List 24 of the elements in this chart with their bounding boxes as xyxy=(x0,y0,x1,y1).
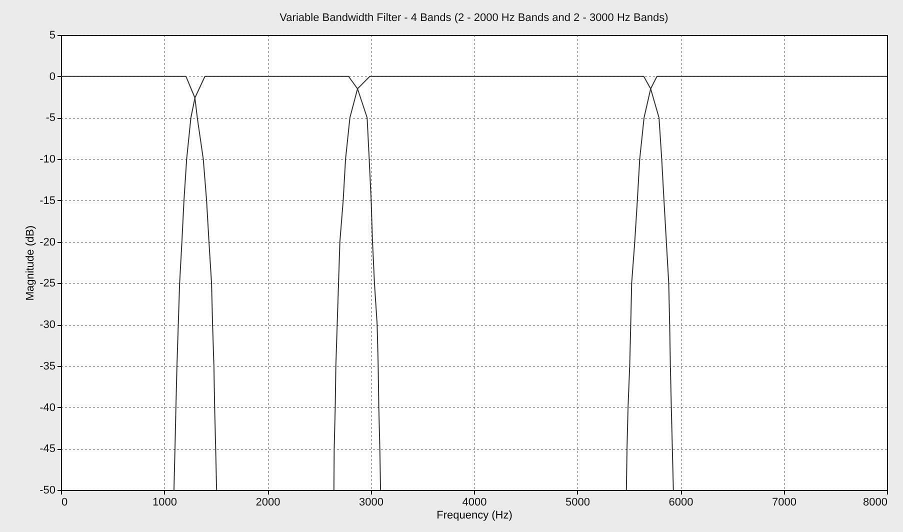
y-tick-label: 0 xyxy=(49,70,56,83)
y-tick-label: -35 xyxy=(40,360,56,372)
y-tick-label: -20 xyxy=(40,236,56,248)
y-tick-label: -5 xyxy=(46,112,56,124)
x-tick-label: 0 xyxy=(62,496,68,508)
x-tick-label: 5000 xyxy=(566,496,590,508)
y-tick-label: -30 xyxy=(40,319,56,332)
y-tick-label: -25 xyxy=(40,278,56,290)
x-tick-label: 8000 xyxy=(863,496,888,508)
y-tick-label: -45 xyxy=(40,443,56,456)
x-tick-label: 1000 xyxy=(152,496,177,508)
y-tick-label: -15 xyxy=(40,194,56,207)
x-tick-label: 6000 xyxy=(668,496,694,508)
y-tick-label: 5 xyxy=(49,30,56,42)
chart-title: Variable Bandwidth Filter - 4 Bands (2 - 2000 Hz Bands and 2 - 3000 Hz Bands) xyxy=(280,12,668,24)
y-tick-label: -10 xyxy=(40,154,56,166)
y-tick-label: -40 xyxy=(40,402,56,414)
x-tick-label: 3000 xyxy=(359,496,384,508)
x-tick-label: 4000 xyxy=(462,496,487,508)
x-tick-label: 2000 xyxy=(256,496,280,508)
y-tick-label: -50 xyxy=(40,484,56,496)
x-tick-label: 7000 xyxy=(772,496,796,508)
x-axis-title: Frequency (Hz) xyxy=(436,510,512,522)
y-axis-title: Magnitude (dB) xyxy=(24,225,37,301)
